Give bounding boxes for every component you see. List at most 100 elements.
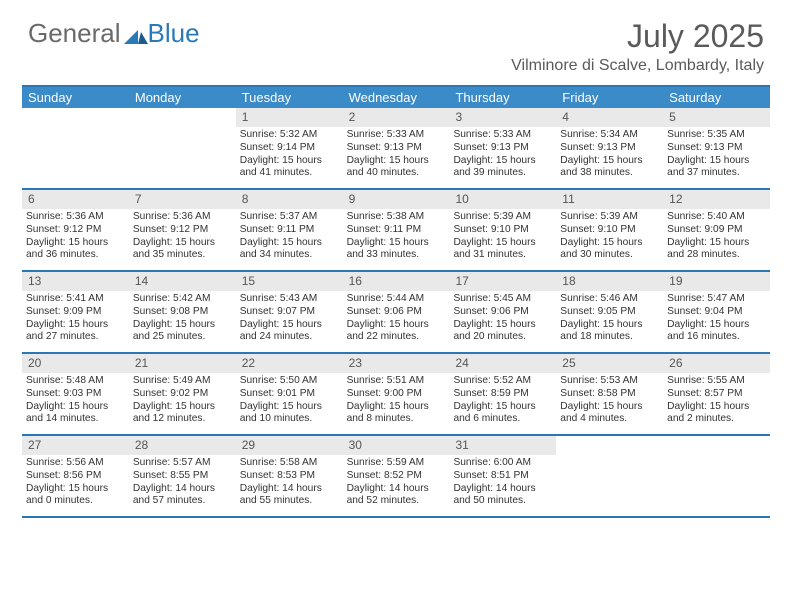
day-number: 30 [343, 436, 450, 455]
day-header: Tuesday [236, 87, 343, 108]
day-cell: 24Sunrise: 5:52 AMSunset: 8:59 PMDayligh… [449, 354, 556, 434]
daylight-text: Daylight: 15 hours [133, 319, 232, 332]
sunset-text: Sunset: 9:04 PM [667, 306, 766, 319]
day-body: Sunrise: 5:57 AMSunset: 8:55 PMDaylight:… [129, 455, 236, 512]
sunset-text: Sunset: 9:13 PM [347, 142, 446, 155]
day-body: Sunrise: 5:39 AMSunset: 9:10 PMDaylight:… [449, 209, 556, 266]
day-number: 25 [556, 354, 663, 373]
day-number: 11 [556, 190, 663, 209]
day-number: 17 [449, 272, 556, 291]
sunrise-text: Sunrise: 5:47 AM [667, 293, 766, 306]
day-body: Sunrise: 5:37 AMSunset: 9:11 PMDaylight:… [236, 209, 343, 266]
day-number: 7 [129, 190, 236, 209]
daylight-text: Daylight: 15 hours [453, 155, 552, 168]
daylight-text: Daylight: 14 hours [347, 483, 446, 496]
day-header: Friday [556, 87, 663, 108]
daylight-text: Daylight: 15 hours [26, 319, 125, 332]
daylight-text: Daylight: 15 hours [667, 155, 766, 168]
daylight-text: and 35 minutes. [133, 249, 232, 262]
day-number: 2 [343, 108, 450, 127]
day-body: Sunrise: 5:58 AMSunset: 8:53 PMDaylight:… [236, 455, 343, 512]
day-body: Sunrise: 5:36 AMSunset: 9:12 PMDaylight:… [22, 209, 129, 266]
daylight-text: and 20 minutes. [453, 331, 552, 344]
daylight-text: Daylight: 15 hours [667, 401, 766, 414]
day-header: Sunday [22, 87, 129, 108]
day-cell: 12Sunrise: 5:40 AMSunset: 9:09 PMDayligh… [663, 190, 770, 270]
header: General Blue July 2025 Vilminore di Scal… [0, 0, 792, 79]
daylight-text: and 31 minutes. [453, 249, 552, 262]
daylight-text: Daylight: 15 hours [560, 401, 659, 414]
daylight-text: and 34 minutes. [240, 249, 339, 262]
daylight-text: and 40 minutes. [347, 167, 446, 180]
logo-text-2: Blue [148, 18, 200, 49]
day-number: 29 [236, 436, 343, 455]
sunrise-text: Sunrise: 5:56 AM [26, 457, 125, 470]
day-body: Sunrise: 5:36 AMSunset: 9:12 PMDaylight:… [129, 209, 236, 266]
sunset-text: Sunset: 9:12 PM [133, 224, 232, 237]
daylight-text: Daylight: 15 hours [26, 483, 125, 496]
daylight-text: Daylight: 15 hours [667, 319, 766, 332]
day-number: 1 [236, 108, 343, 127]
sunrise-text: Sunrise: 5:43 AM [240, 293, 339, 306]
day-cell: 18Sunrise: 5:46 AMSunset: 9:05 PMDayligh… [556, 272, 663, 352]
day-cell [556, 436, 663, 516]
sunrise-text: Sunrise: 5:59 AM [347, 457, 446, 470]
daylight-text: and 28 minutes. [667, 249, 766, 262]
day-number: 21 [129, 354, 236, 373]
month-title: July 2025 [511, 18, 764, 55]
sunset-text: Sunset: 9:11 PM [347, 224, 446, 237]
day-cell: 14Sunrise: 5:42 AMSunset: 9:08 PMDayligh… [129, 272, 236, 352]
day-number: 24 [449, 354, 556, 373]
sunrise-text: Sunrise: 5:53 AM [560, 375, 659, 388]
sunrise-text: Sunrise: 5:39 AM [560, 211, 659, 224]
day-number: 5 [663, 108, 770, 127]
logo-text-1: General [28, 18, 121, 49]
day-cell: 29Sunrise: 5:58 AMSunset: 8:53 PMDayligh… [236, 436, 343, 516]
day-header: Monday [129, 87, 236, 108]
day-body: Sunrise: 5:33 AMSunset: 9:13 PMDaylight:… [449, 127, 556, 184]
daylight-text: and 33 minutes. [347, 249, 446, 262]
day-number: 4 [556, 108, 663, 127]
sunset-text: Sunset: 9:12 PM [26, 224, 125, 237]
daylight-text: Daylight: 15 hours [347, 319, 446, 332]
day-number [129, 108, 236, 127]
day-number: 6 [22, 190, 129, 209]
sunset-text: Sunset: 9:11 PM [240, 224, 339, 237]
sunset-text: Sunset: 9:08 PM [133, 306, 232, 319]
day-body: Sunrise: 5:43 AMSunset: 9:07 PMDaylight:… [236, 291, 343, 348]
sunrise-text: Sunrise: 5:48 AM [26, 375, 125, 388]
day-cell: 13Sunrise: 5:41 AMSunset: 9:09 PMDayligh… [22, 272, 129, 352]
sunrise-text: Sunrise: 5:36 AM [26, 211, 125, 224]
daylight-text: and 30 minutes. [560, 249, 659, 262]
daylight-text: Daylight: 15 hours [26, 237, 125, 250]
day-body: Sunrise: 5:32 AMSunset: 9:14 PMDaylight:… [236, 127, 343, 184]
daylight-text: and 50 minutes. [453, 495, 552, 508]
sunrise-text: Sunrise: 5:52 AM [453, 375, 552, 388]
daylight-text: Daylight: 14 hours [240, 483, 339, 496]
day-number: 23 [343, 354, 450, 373]
sunrise-text: Sunrise: 5:37 AM [240, 211, 339, 224]
day-body: Sunrise: 5:35 AMSunset: 9:13 PMDaylight:… [663, 127, 770, 184]
day-cell: 25Sunrise: 5:53 AMSunset: 8:58 PMDayligh… [556, 354, 663, 434]
day-number: 28 [129, 436, 236, 455]
day-body: Sunrise: 5:42 AMSunset: 9:08 PMDaylight:… [129, 291, 236, 348]
daylight-text: and 36 minutes. [26, 249, 125, 262]
sunset-text: Sunset: 9:10 PM [453, 224, 552, 237]
sunrise-text: Sunrise: 5:38 AM [347, 211, 446, 224]
day-number: 8 [236, 190, 343, 209]
logo-icon [124, 24, 148, 44]
week-row: 27Sunrise: 5:56 AMSunset: 8:56 PMDayligh… [22, 436, 770, 518]
daylight-text: and 4 minutes. [560, 413, 659, 426]
day-number [556, 436, 663, 455]
location: Vilminore di Scalve, Lombardy, Italy [511, 57, 764, 75]
day-body: Sunrise: 5:45 AMSunset: 9:06 PMDaylight:… [449, 291, 556, 348]
day-cell: 17Sunrise: 5:45 AMSunset: 9:06 PMDayligh… [449, 272, 556, 352]
sunset-text: Sunset: 8:53 PM [240, 470, 339, 483]
day-number: 14 [129, 272, 236, 291]
day-cell: 4Sunrise: 5:34 AMSunset: 9:13 PMDaylight… [556, 108, 663, 188]
daylight-text: Daylight: 15 hours [560, 237, 659, 250]
day-body: Sunrise: 5:48 AMSunset: 9:03 PMDaylight:… [22, 373, 129, 430]
day-body: Sunrise: 5:33 AMSunset: 9:13 PMDaylight:… [343, 127, 450, 184]
sunset-text: Sunset: 9:06 PM [347, 306, 446, 319]
daylight-text: and 12 minutes. [133, 413, 232, 426]
